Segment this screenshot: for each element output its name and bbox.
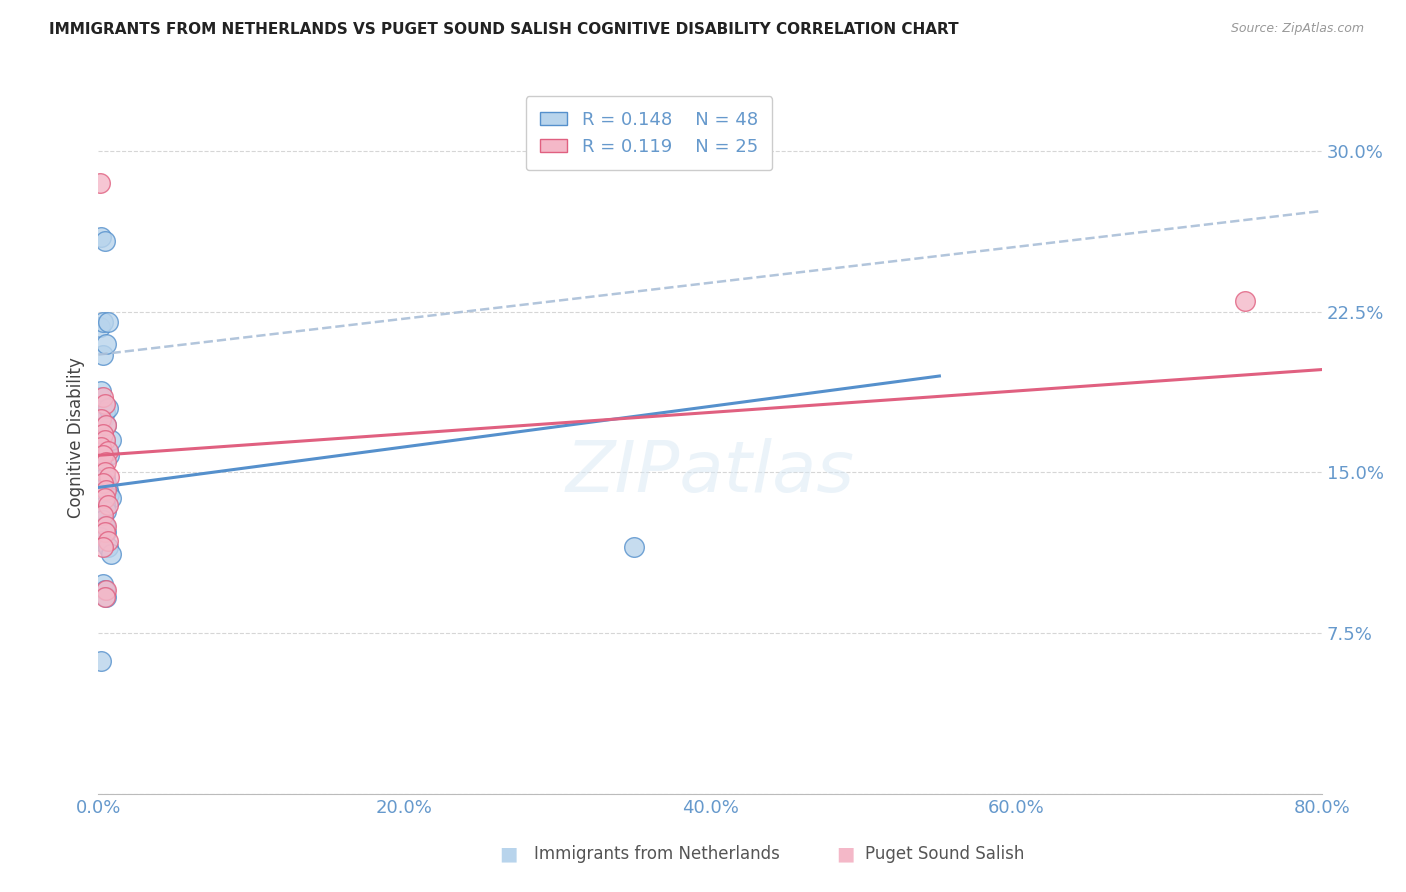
Point	[93, 519, 115, 533]
Point	[91, 541, 114, 555]
Point	[94, 418, 117, 433]
Point	[90, 455, 112, 469]
Point	[91, 412, 114, 426]
Point	[89, 448, 111, 462]
Point	[100, 547, 122, 561]
Text: Source: ZipAtlas.com: Source: ZipAtlas.com	[1230, 22, 1364, 36]
Point	[94, 455, 117, 469]
Point	[93, 397, 115, 411]
Point	[90, 534, 112, 549]
Point	[91, 412, 114, 426]
Point	[89, 176, 111, 190]
Point	[91, 315, 114, 329]
Point	[94, 519, 117, 533]
Point	[94, 418, 117, 433]
Point	[93, 434, 115, 448]
Point	[93, 583, 115, 598]
Point	[91, 448, 114, 462]
Point	[98, 487, 121, 501]
Point	[97, 541, 120, 555]
Point	[89, 426, 111, 441]
Point	[94, 504, 117, 518]
Point	[100, 491, 122, 505]
Point	[93, 466, 115, 480]
Point	[94, 476, 117, 491]
Point	[91, 491, 114, 505]
Point	[1234, 293, 1257, 308]
Point	[93, 234, 115, 248]
Point	[97, 444, 120, 458]
Point	[91, 440, 114, 454]
Text: Immigrants from Netherlands: Immigrants from Netherlands	[534, 846, 780, 863]
Legend: R = 0.148    N = 48, R = 0.119    N = 25: R = 0.148 N = 48, R = 0.119 N = 25	[526, 96, 772, 170]
Point	[90, 412, 112, 426]
Point	[91, 476, 114, 491]
Point	[94, 525, 117, 540]
Point	[97, 401, 120, 416]
Point	[90, 412, 112, 426]
Point	[91, 577, 114, 591]
Point	[94, 590, 117, 604]
Point	[93, 498, 115, 512]
Text: ■: ■	[837, 845, 855, 863]
Point	[94, 440, 117, 454]
Point	[91, 426, 114, 441]
Point	[91, 508, 114, 523]
Point	[89, 530, 111, 544]
Point	[97, 483, 120, 497]
Point	[93, 491, 115, 505]
Point	[93, 525, 115, 540]
Point	[98, 469, 121, 483]
Point	[93, 469, 115, 483]
Point	[90, 434, 112, 448]
Point	[89, 483, 111, 497]
Point	[90, 487, 112, 501]
Point	[93, 405, 115, 419]
Text: ■: ■	[499, 845, 517, 863]
Point	[94, 483, 117, 497]
Point	[91, 348, 114, 362]
Point	[90, 440, 112, 454]
Text: ZIPatlas: ZIPatlas	[565, 438, 855, 508]
Text: IMMIGRANTS FROM NETHERLANDS VS PUGET SOUND SALISH COGNITIVE DISABILITY CORRELATI: IMMIGRANTS FROM NETHERLANDS VS PUGET SOU…	[49, 22, 959, 37]
Point	[623, 541, 645, 555]
Point	[89, 391, 111, 405]
Text: Puget Sound Salish: Puget Sound Salish	[865, 846, 1024, 863]
Point	[94, 583, 117, 598]
Point	[90, 654, 112, 668]
Point	[90, 384, 112, 398]
Point	[97, 315, 120, 329]
Y-axis label: Cognitive Disability: Cognitive Disability	[66, 357, 84, 517]
Point	[97, 534, 120, 549]
Point	[97, 498, 120, 512]
Point	[93, 434, 115, 448]
Point	[89, 319, 111, 334]
Point	[91, 512, 114, 526]
Point	[91, 461, 114, 475]
Point	[100, 434, 122, 448]
Point	[97, 444, 120, 458]
Point	[94, 336, 117, 351]
Point	[93, 590, 115, 604]
Point	[98, 448, 121, 462]
Point	[91, 391, 114, 405]
Point	[90, 229, 112, 244]
